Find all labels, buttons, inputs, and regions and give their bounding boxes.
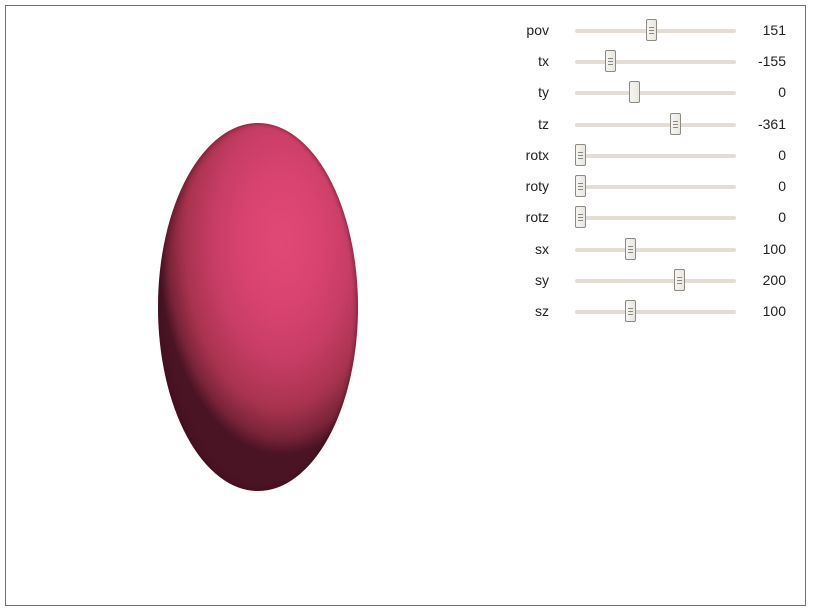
slider-value: 100 bbox=[762, 303, 786, 319]
slider-label: sz bbox=[535, 303, 549, 319]
slider-thumb[interactable] bbox=[624, 238, 636, 260]
rotz-slider[interactable] bbox=[575, 206, 736, 228]
slider-label: roty bbox=[525, 178, 549, 194]
slider-row-sx: sx 100 bbox=[506, 238, 806, 262]
slider-thumb[interactable] bbox=[605, 50, 617, 72]
ty-slider[interactable] bbox=[575, 81, 736, 103]
slider-row-rotz: rotz 0 bbox=[506, 206, 806, 230]
slider-label: sx bbox=[535, 241, 549, 257]
slider-row-ty: ty 0 bbox=[506, 81, 806, 105]
slider-value: 0 bbox=[778, 178, 786, 194]
slider-row-roty: roty 0 bbox=[506, 175, 806, 199]
slider-label: pov bbox=[526, 22, 549, 38]
slider-thumb[interactable] bbox=[646, 19, 658, 41]
sx-slider[interactable] bbox=[575, 238, 736, 260]
slider-label: sy bbox=[535, 272, 549, 288]
slider-value: -361 bbox=[757, 116, 786, 132]
slider-value: 100 bbox=[762, 241, 786, 257]
slider-label: tz bbox=[538, 116, 549, 132]
slider-value: 0 bbox=[778, 209, 786, 225]
slider-value: -155 bbox=[757, 53, 786, 69]
app-frame: pov 151 tx -155 ty 0 tz -361 rotx 0 roty… bbox=[5, 5, 806, 606]
slider-row-tx: tx -155 bbox=[506, 50, 806, 74]
slider-thumb[interactable] bbox=[575, 144, 587, 166]
slider-thumb[interactable] bbox=[669, 113, 681, 135]
ellipsoid-shape bbox=[158, 123, 358, 491]
pov-slider[interactable] bbox=[575, 19, 736, 41]
slider-value: 0 bbox=[778, 147, 786, 163]
roty-slider[interactable] bbox=[575, 175, 736, 197]
3d-canvas[interactable] bbox=[6, 6, 506, 605]
slider-thumb[interactable] bbox=[628, 81, 640, 103]
slider-row-tz: tz -361 bbox=[506, 113, 806, 137]
slider-value: 151 bbox=[762, 22, 786, 38]
slider-label: rotz bbox=[525, 209, 549, 225]
slider-label: rotx bbox=[525, 147, 549, 163]
tx-slider[interactable] bbox=[575, 50, 736, 72]
slider-thumb[interactable] bbox=[624, 300, 636, 322]
slider-thumb[interactable] bbox=[673, 269, 685, 291]
slider-row-rotx: rotx 0 bbox=[506, 144, 806, 168]
tz-slider[interactable] bbox=[575, 113, 736, 135]
slider-label: tx bbox=[538, 53, 549, 69]
slider-thumb[interactable] bbox=[575, 206, 587, 228]
slider-thumb[interactable] bbox=[575, 175, 587, 197]
rotx-slider[interactable] bbox=[575, 144, 736, 166]
slider-label: ty bbox=[538, 84, 549, 100]
sz-slider[interactable] bbox=[575, 300, 736, 322]
slider-row-sz: sz 100 bbox=[506, 300, 806, 324]
slider-row-pov: pov 151 bbox=[506, 19, 806, 43]
slider-row-sy: sy 200 bbox=[506, 269, 806, 293]
sy-slider[interactable] bbox=[575, 269, 736, 291]
slider-value: 200 bbox=[762, 272, 786, 288]
slider-value: 0 bbox=[778, 84, 786, 100]
